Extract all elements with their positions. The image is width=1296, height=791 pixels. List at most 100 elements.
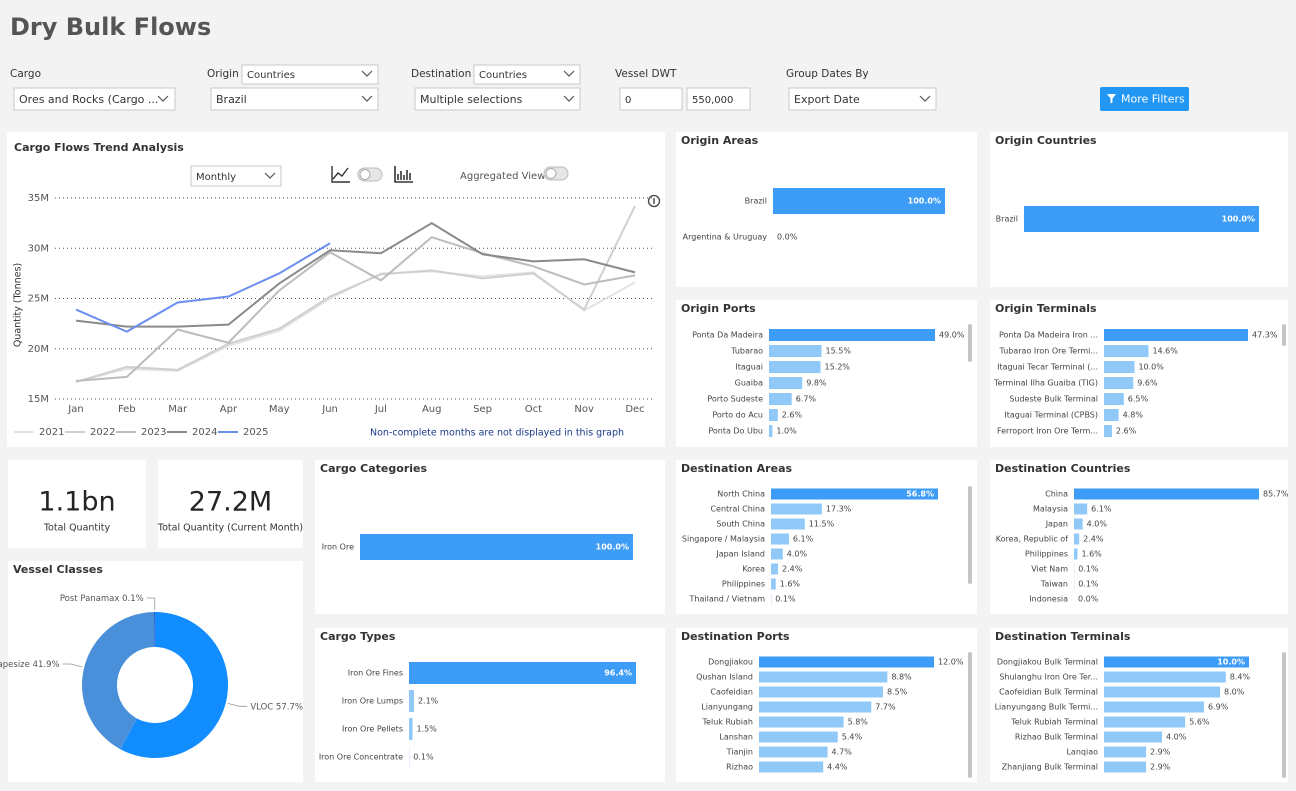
bar-label: Caofeidian Bulk Terminal (999, 688, 1098, 697)
value-label: 1.0% (776, 427, 797, 436)
bar-label: Brazil (996, 215, 1018, 224)
card (990, 300, 1288, 447)
value-label: 2.4% (1083, 535, 1104, 544)
bar-label: Tianjin (726, 748, 753, 757)
kpi-value: 1.1bn (38, 487, 115, 518)
bar (1074, 533, 1080, 545)
legend-label: 2023 (141, 427, 166, 438)
x-tick-label: Apr (220, 404, 238, 415)
value-label: 15.5% (826, 347, 852, 356)
card (990, 460, 1288, 614)
dropdown[interactable] (210, 87, 379, 111)
period-dropdown[interactable] (190, 165, 282, 187)
bar (771, 578, 776, 590)
dropdown[interactable] (473, 64, 581, 85)
input[interactable] (619, 87, 683, 111)
y-tick-label: 30M (28, 243, 49, 254)
bar (771, 518, 805, 530)
donut-slice (82, 612, 155, 750)
bar (771, 563, 779, 575)
card (158, 460, 303, 548)
bar (1104, 377, 1134, 389)
dropdown[interactable] (241, 64, 379, 85)
bar-label: Guaiba (735, 379, 763, 388)
value-label: 47.3% (1252, 331, 1278, 340)
value-label: 10.0% (1138, 363, 1164, 372)
kpi-value: 27.2M (189, 487, 272, 518)
line-icon (331, 166, 350, 183)
value-label: 12.0% (938, 658, 964, 667)
value-label: 0.1% (775, 595, 796, 604)
value-label: 6.7% (796, 395, 817, 404)
bar-label: Central China (710, 505, 765, 514)
bar-label: Ponta Do Ubu (708, 427, 763, 436)
chevron (361, 70, 373, 77)
card (7, 132, 665, 447)
value-label: 17.3% (826, 505, 852, 514)
card (315, 628, 665, 782)
bar (759, 671, 888, 683)
bar (1074, 518, 1083, 530)
bar (1104, 425, 1112, 437)
value-label: 96.4% (604, 669, 632, 678)
dropdown-value: Ores and Rocks (Cargo ... (19, 93, 158, 106)
card (676, 460, 977, 614)
bar-label: Rizhao (726, 763, 753, 772)
value-label: 1.6% (780, 580, 801, 589)
more-filters-button[interactable] (1100, 87, 1189, 111)
bar-label: Dongjiakou Bulk Terminal (997, 658, 1098, 667)
bar-label: Porto do Acu (712, 411, 763, 420)
value-label: 2.1% (418, 697, 439, 706)
x-tick-label: Aug (422, 404, 442, 415)
kpi-label: Total Quantity (43, 523, 111, 534)
bar-label: Iron Ore Concentrate (319, 753, 403, 762)
leader-line (146, 597, 156, 611)
bar-label: Caofeidian (710, 688, 753, 697)
chevron (563, 70, 575, 77)
card-title: Destination Countries (995, 462, 1131, 475)
donut-slice (120, 612, 228, 758)
bar-label: Shulanghu Iron Ore Ter... (999, 673, 1098, 682)
value-label: 49.0% (939, 331, 965, 340)
y-tick-label: 15M (28, 394, 49, 405)
x-tick-label: Oct (525, 404, 542, 415)
dropdown[interactable] (788, 87, 937, 111)
bar (759, 701, 872, 713)
bar (1104, 686, 1220, 698)
bar-label: Itaguai Terminal (CPBS) (1004, 411, 1098, 420)
value-label: 8.0% (1224, 688, 1245, 697)
x-tick-label: Nov (574, 404, 594, 415)
value-label: 2.6% (782, 411, 803, 420)
bar-label: Tubarao (730, 347, 763, 356)
bar-label: Dongjiakou (708, 658, 753, 667)
bar-label: Ponta Da Madeira (692, 331, 763, 340)
bar (759, 716, 844, 728)
slice-value: 0.1% (122, 594, 144, 604)
x-tick-label: Jun (321, 404, 338, 415)
card-title: Cargo Categories (320, 462, 427, 475)
input[interactable] (686, 87, 751, 111)
kpi-label: Total Quantity (Current Month) (157, 523, 303, 534)
value-label: 6.9% (1208, 703, 1229, 712)
bar-label: Sudeste Bulk Terminal (1009, 395, 1098, 404)
dropdown[interactable] (13, 87, 176, 111)
value-label: 4.8% (1123, 411, 1144, 420)
dropdown-value: Brazil (216, 93, 247, 106)
bar (769, 393, 792, 405)
bar (1104, 731, 1162, 743)
info-icon (647, 194, 661, 208)
scrollbar (968, 486, 972, 584)
bar (769, 425, 773, 437)
value-label: 2.9% (1150, 763, 1171, 772)
bar (1074, 488, 1259, 500)
bar (409, 718, 413, 740)
value-label: 4.0% (1166, 733, 1187, 742)
card-title: Origin Areas (681, 134, 759, 147)
bar (769, 345, 822, 357)
x-tick-label: Mar (168, 404, 188, 415)
dropdown[interactable] (414, 87, 581, 111)
filter-label: Origin (207, 68, 239, 80)
x-tick-label: Jul (374, 404, 387, 415)
card (676, 300, 977, 447)
scrollbar (968, 324, 972, 362)
